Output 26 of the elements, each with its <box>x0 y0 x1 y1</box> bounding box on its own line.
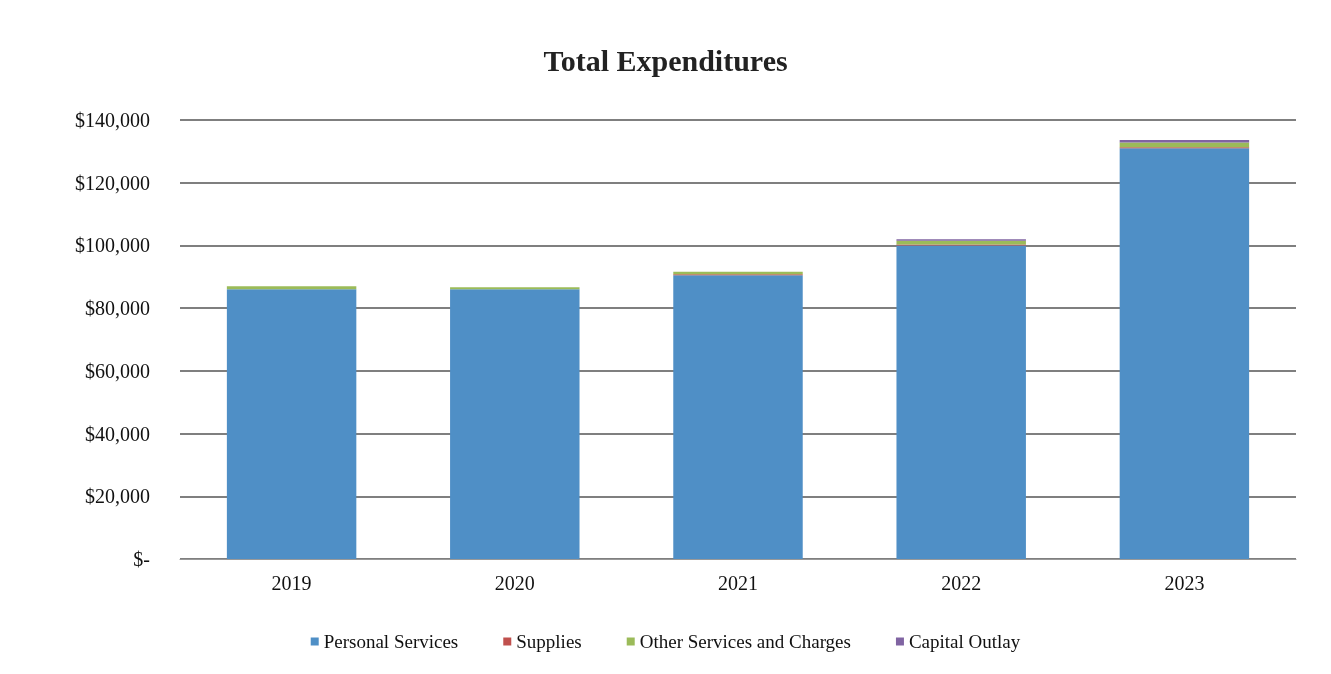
y-tick-label: $20,000 <box>85 485 150 508</box>
legend-label: Personal Services <box>323 631 459 652</box>
y-tick-label: $80,000 <box>85 297 150 320</box>
x-tick-label: 2019 <box>271 572 312 594</box>
bar <box>226 289 357 559</box>
y-tick-label: $60,000 <box>85 359 150 382</box>
bar <box>1119 140 1250 143</box>
chart-title: Total Expenditures <box>543 43 788 77</box>
legend-label: Other Services and Charges <box>639 631 851 652</box>
bar <box>673 275 803 559</box>
x-tick-label: 2020 <box>494 572 535 594</box>
y-tick-label: $100,000 <box>75 234 150 257</box>
y-tick-label: $140,000 <box>75 109 150 131</box>
legend-label: Supplies <box>516 631 582 652</box>
y-tick-label: $- <box>133 548 150 570</box>
bar <box>896 245 1026 559</box>
x-tick-label: 2022 <box>941 572 982 594</box>
bar <box>226 286 357 290</box>
bar <box>450 287 580 290</box>
bar <box>450 289 580 559</box>
y-tick-label: $120,000 <box>75 171 150 194</box>
bar <box>1119 148 1250 559</box>
x-tick-label: 2023 <box>1164 572 1205 594</box>
y-tick-label: $40,000 <box>85 422 150 445</box>
x-tick-label: 2021 <box>718 572 758 594</box>
legend-label: Capital Outlay <box>908 631 1021 652</box>
